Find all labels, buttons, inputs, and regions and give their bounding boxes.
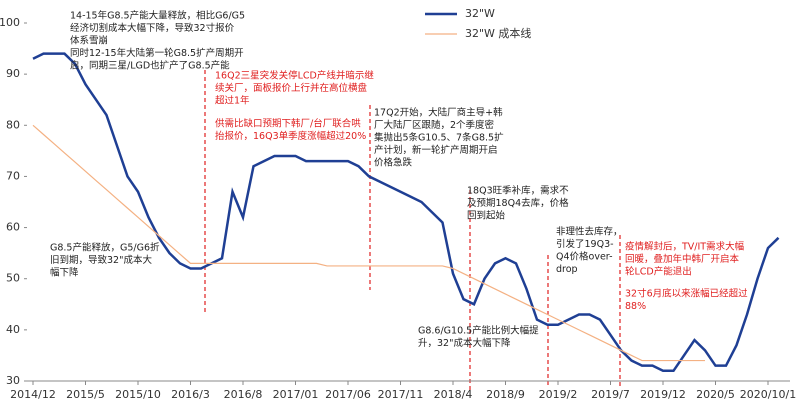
y-tick-label: 80	[6, 118, 20, 131]
x-tick-label: 2017/11	[378, 388, 424, 401]
x-tick-label: 2019/7	[591, 388, 630, 401]
annotation: 18Q3旺季补库，需求不	[467, 185, 569, 197]
annotation: 及预期18Q4去库，价格	[467, 197, 569, 209]
series-line	[32, 52, 780, 373]
annotation: G8.5产能释放，G5/G6折	[50, 242, 160, 254]
y-tick-label: 40	[6, 323, 20, 336]
annotation: 回暖，叠加年中韩厂开启本	[625, 253, 740, 265]
legend-label: 32"W 成本线	[465, 26, 531, 40]
annotation: 体系雪崩	[70, 35, 108, 47]
annotation: 续关厂，面板报价上行并在高位横盘	[215, 82, 368, 94]
annotation: 产计划，新一轮扩产周期开启	[374, 144, 498, 156]
y-tick-label: 30	[6, 374, 20, 387]
series-line	[32, 124, 705, 362]
annotation: 旧到期，导致32"成本大	[50, 254, 152, 266]
x-tick-label: 2016/8	[224, 388, 263, 401]
x-tick-label: 2016/3	[171, 388, 210, 401]
annotation: 幅下降	[50, 267, 79, 279]
annotation: drop	[556, 264, 578, 275]
x-tick-label: 2015/10	[115, 388, 161, 401]
annotation: 升，32"成本大幅下降	[418, 337, 511, 349]
annotation: 轮LCD产能退出	[625, 266, 692, 278]
x-tick-label: 2017/01	[273, 388, 319, 401]
annotation: 超过1年	[215, 95, 250, 107]
annotation: 回到起始	[467, 210, 506, 222]
y-tick-label: 60	[6, 221, 20, 234]
y-tick-label: 100	[0, 16, 20, 29]
x-tick-label: 2015/5	[66, 388, 105, 401]
x-tick-label: 2019/12	[640, 388, 686, 401]
x-tick-label: 2018/4	[434, 388, 473, 401]
annotation: 17Q2开始，大陆厂商主导+韩	[374, 107, 503, 119]
annotation: 集抛出5条G10.5、7条G8.5扩	[374, 132, 504, 144]
annotation: 疫情解封后，TV/IT需求大幅	[625, 241, 745, 253]
x-tick-label: 2017/06	[325, 388, 371, 401]
annotation: 14-15年G8.5产能大量释放，相比G6/G5	[70, 10, 245, 22]
annotation: 抬报价，16Q3单季度涨幅超过20%	[215, 130, 366, 142]
annotation: 价格急跌	[374, 157, 413, 169]
annotation: Q4价格over-	[556, 251, 613, 263]
annotation: 非理性去库存，	[556, 226, 623, 238]
annotation: 经济切割成本大幅下降，导致32寸报价	[70, 22, 235, 34]
y-tick-label: 50	[6, 272, 20, 285]
x-tick-label: 2019/2	[539, 388, 578, 401]
legend-label: 32"W	[465, 7, 495, 20]
y-tick-label: 90	[6, 67, 20, 80]
y-tick-label: 70	[6, 169, 20, 182]
annotation: 厂大陆厂区跟随，2个季度密	[374, 119, 495, 131]
x-tick-label: 2020/10/1	[740, 388, 796, 401]
annotation: G8.6/G10.5产能比例大幅提	[418, 325, 539, 337]
annotation: 88%	[625, 301, 646, 312]
annotation: 同时12-15年大陆第一轮G8.5扩产周期开	[70, 47, 244, 59]
x-tick-label: 2018/9	[486, 388, 525, 401]
annotation: 启，同期三星/LGD也扩产了G8.5产能	[70, 60, 230, 72]
x-tick-label: 2020/5	[696, 388, 735, 401]
x-tick-label: 2014/12	[10, 388, 56, 401]
annotation: 32寸6月底以来涨幅已经超过	[625, 288, 748, 300]
annotation: 供需比缺口预期下韩厂/台厂联合哄	[215, 118, 361, 130]
annotation: 引发了19Q3-	[556, 238, 614, 250]
annotation: 16Q2三星突发关停LCD产线并暗示继	[215, 70, 374, 82]
